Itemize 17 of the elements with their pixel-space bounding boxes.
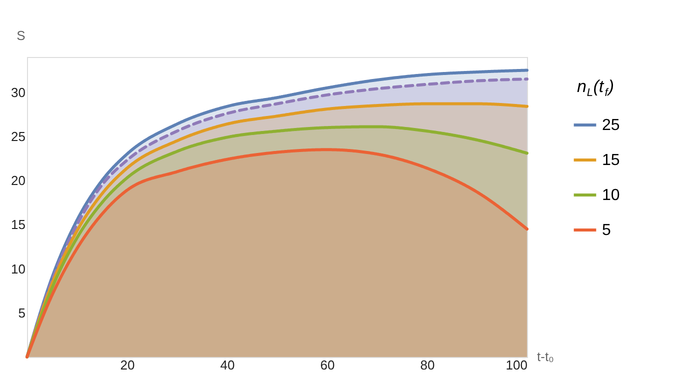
legend-label: 10 bbox=[602, 187, 620, 204]
y-axis-title: S bbox=[16, 28, 26, 43]
y-tick-label: 5 bbox=[18, 305, 26, 320]
legend-label: 5 bbox=[602, 222, 611, 239]
y-tick-label: 20 bbox=[11, 173, 26, 188]
x-tick-label: 100 bbox=[506, 358, 528, 372]
x-tick-label: 60 bbox=[320, 358, 335, 372]
x-tick-label: 20 bbox=[120, 358, 135, 372]
y-tick-label: 30 bbox=[11, 84, 26, 100]
y-tick-label: 10 bbox=[11, 261, 26, 276]
y-tick-label: 25 bbox=[11, 128, 26, 144]
y-tick-label: 15 bbox=[11, 217, 26, 232]
legend-label: 25 bbox=[602, 117, 620, 134]
x-axis-title: t-t₀ bbox=[537, 349, 554, 364]
x-tick-label: 80 bbox=[420, 358, 435, 372]
legend-label: 15 bbox=[602, 152, 620, 169]
x-tick-label: 40 bbox=[220, 358, 235, 372]
